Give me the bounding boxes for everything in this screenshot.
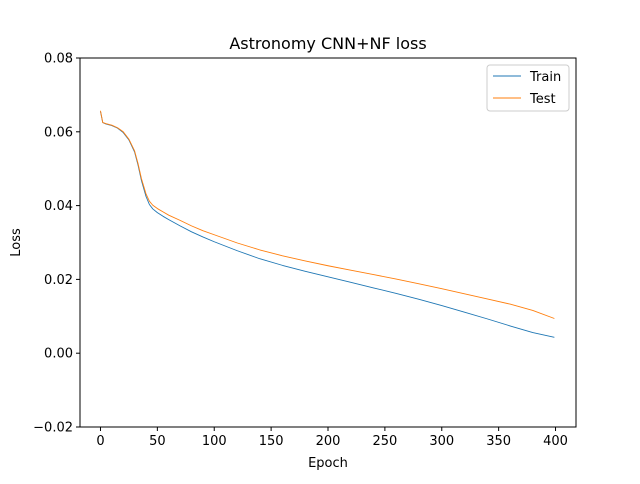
legend-label-train: Train	[529, 70, 561, 85]
y-tick-label: 0.04	[44, 199, 73, 214]
y-tick-label: 0.02	[44, 273, 73, 288]
y-axis-label: Loss	[9, 228, 24, 257]
legend: Train Test	[486, 64, 570, 112]
y-tick-label: 0.00	[44, 347, 73, 362]
chart-title: Astronomy CNN+NF loss	[229, 34, 426, 53]
x-tick-label: 0	[96, 434, 104, 449]
series-line-train	[100, 111, 555, 338]
x-tick-label: 350	[486, 434, 511, 449]
y-tick-label: 0.06	[44, 125, 73, 140]
x-tick-label: 100	[202, 434, 227, 449]
x-tick-label: 150	[259, 434, 284, 449]
y-axis-ticks: −0.02 0.00 0.02 0.04 0.06 0.08	[33, 52, 80, 436]
series-line-test	[100, 110, 555, 319]
y-tick-label: 0.08	[44, 52, 73, 67]
series-layer	[100, 110, 555, 338]
y-tick-label: −0.02	[33, 421, 73, 436]
x-tick-label: 400	[543, 434, 568, 449]
x-tick-label: 250	[372, 434, 397, 449]
x-tick-label: 50	[149, 434, 166, 449]
x-tick-label: 200	[316, 434, 341, 449]
x-tick-label: 300	[429, 434, 454, 449]
legend-label-test: Test	[529, 92, 556, 107]
x-axis-label: Epoch	[308, 456, 348, 471]
x-axis-ticks: 0 50 100 150 200 250 300 350 400	[96, 427, 568, 449]
